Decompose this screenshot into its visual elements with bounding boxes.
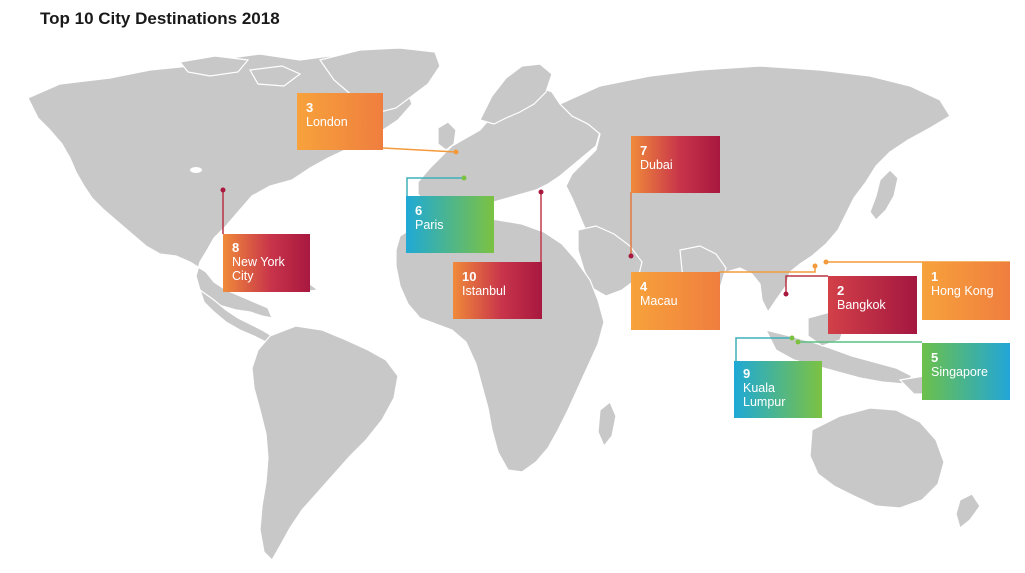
label-kuala-lumpur: 9 Kuala Lumpur: [734, 361, 822, 418]
city-singapore: Singapore: [931, 365, 988, 379]
marker-istanbul: [538, 189, 544, 195]
rank-istanbul: 10: [462, 269, 477, 284]
city-istanbul: Istanbul: [462, 284, 506, 298]
city-hong-kong: Hong Kong: [931, 284, 994, 298]
label-paris: 6 Paris: [406, 196, 494, 253]
label-london: 3 London: [297, 93, 383, 150]
label-istanbul: 10 Istanbul: [453, 262, 542, 319]
arabia-landmass: [577, 225, 643, 297]
new-zealand-landmass: [955, 493, 981, 530]
marker-singapore: [795, 339, 801, 345]
city-dubai: Dubai: [640, 158, 673, 172]
australia-landmass: [809, 407, 945, 509]
city-kuala-lumpur: Kuala Lumpur: [743, 381, 786, 409]
marker-london: [453, 149, 459, 155]
connector-bangkok: [785, 275, 828, 294]
scandinavia-landmass: [479, 63, 553, 125]
marker-new-york: [220, 187, 226, 193]
label-hong-kong: 1 Hong Kong: [922, 262, 1010, 320]
south-america-landmass: [251, 325, 399, 561]
connector-paris: [406, 177, 464, 196]
city-new-york-city: New York City: [232, 255, 285, 283]
rank-london: 3: [306, 100, 314, 115]
marker-bangkok: [783, 291, 789, 297]
great-lakes: [190, 167, 202, 173]
label-bangkok: 2 Bangkok: [828, 276, 917, 334]
connector-kuala-lumpur: [735, 337, 792, 362]
rank-dubai: 7: [640, 143, 648, 158]
city-bangkok: Bangkok: [837, 298, 886, 312]
rank-bangkok: 2: [837, 283, 845, 298]
connector-macau: [719, 266, 816, 273]
marker-dubai: [628, 253, 634, 259]
asia-landmass: [558, 65, 951, 314]
rank-paris: 6: [415, 203, 423, 218]
map-title: Top 10 City Destinations 2018: [40, 9, 280, 28]
label-singapore: 5 Singapore: [922, 343, 1010, 400]
rank-macau: 4: [640, 279, 648, 294]
label-macau: 4 Macau: [631, 272, 720, 330]
marker-hong-kong: [823, 259, 829, 265]
marker-kuala-lumpur: [789, 335, 795, 341]
marker-macau: [812, 263, 818, 269]
label-dubai: 7 Dubai: [631, 136, 720, 193]
rank-new-york-city: 8: [232, 240, 240, 255]
city-london: London: [306, 115, 348, 129]
arctic-islands: [178, 55, 302, 87]
marker-paris: [461, 175, 467, 181]
africa-landmass: [395, 215, 605, 473]
britain-landmass: [437, 121, 457, 151]
rank-singapore: 5: [931, 350, 939, 365]
city-paris: Paris: [415, 218, 444, 232]
rank-hong-kong: 1: [931, 269, 939, 284]
label-new-york-city: 8 New York City: [223, 234, 310, 292]
madagascar-landmass: [597, 401, 617, 448]
japan-landmass: [869, 169, 899, 221]
rank-kuala-lumpur: 9: [743, 366, 751, 381]
greenland-landmass: [319, 47, 441, 113]
connector-london: [382, 147, 457, 153]
city-macau: Macau: [640, 294, 678, 308]
